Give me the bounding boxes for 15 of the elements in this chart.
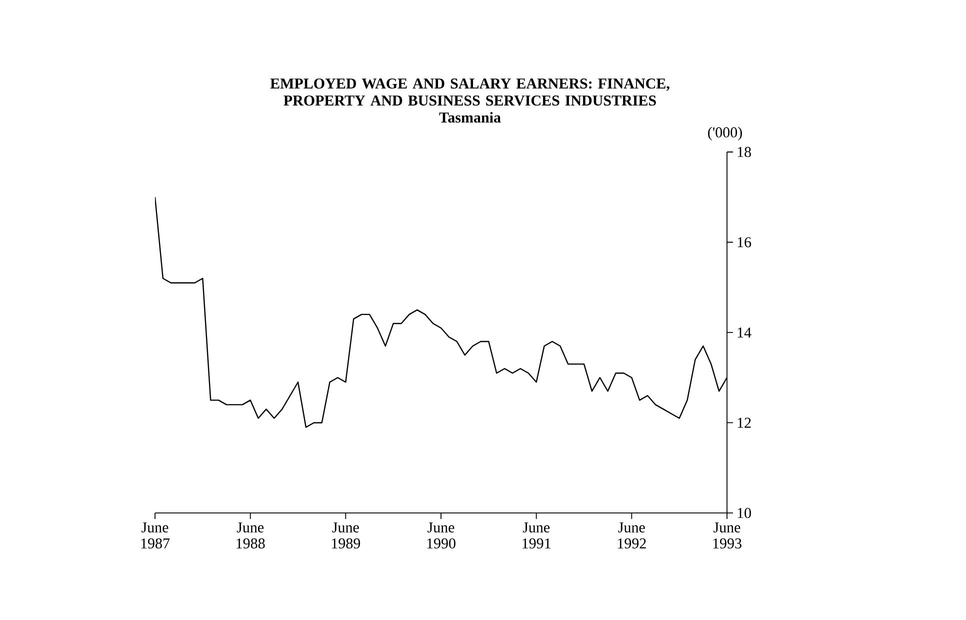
y-tick-label: 14 bbox=[738, 328, 752, 338]
chart-subtitle: Tasmania bbox=[439, 112, 501, 123]
x-tick-label: June 1990 bbox=[427, 522, 456, 548]
y-tick-label: 16 bbox=[738, 237, 752, 248]
x-tick-label: June 1992 bbox=[618, 522, 646, 548]
y-axis-title: ('000) bbox=[708, 126, 742, 140]
x-tick-label: June 1991 bbox=[522, 522, 550, 548]
y-tick-label: 12 bbox=[738, 418, 751, 428]
x-tick-label: June 1988 bbox=[236, 522, 265, 548]
x-tick-label: June 1987 bbox=[141, 522, 170, 548]
x-tick-label: June 1993 bbox=[713, 522, 742, 548]
chart-title: EMPLOYED WAGE AND SALARY EARNERS: FINANCE, PROPERTY AND BUSINESS SERVICES INDUSTRIES bbox=[270, 78, 670, 106]
y-tick-label: 18 bbox=[738, 146, 751, 158]
x-tick-label: June 1989 bbox=[332, 522, 360, 548]
y-tick-label: 10 bbox=[738, 508, 751, 518]
